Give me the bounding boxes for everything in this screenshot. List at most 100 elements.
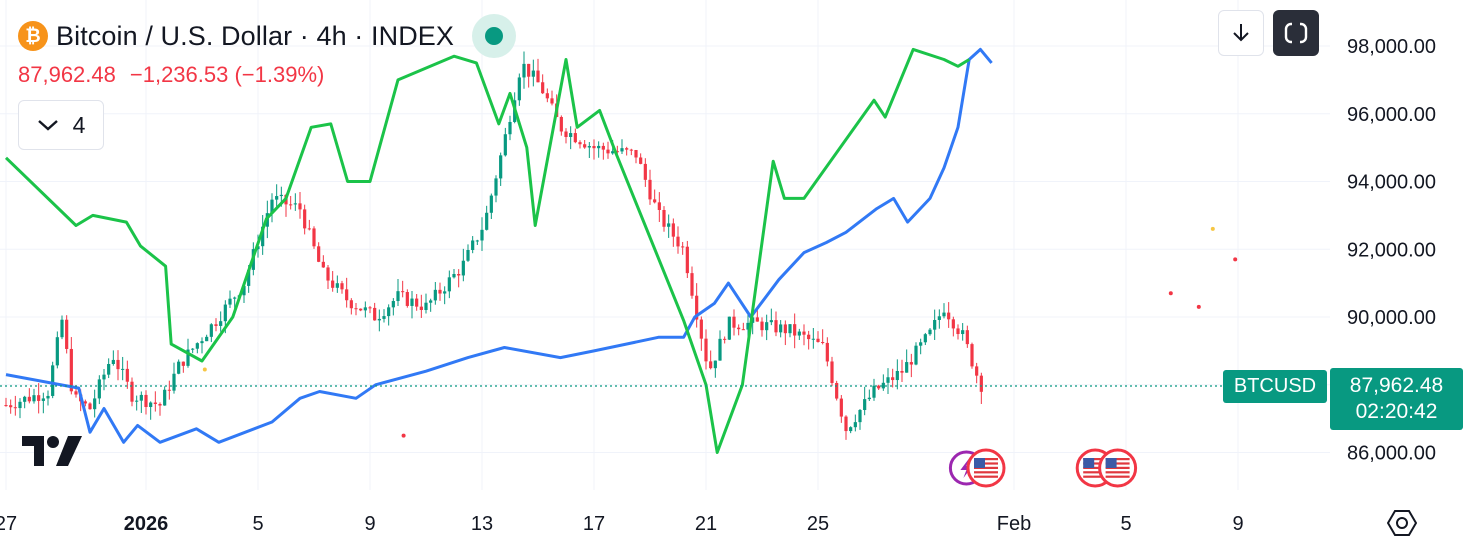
candle-body <box>653 199 657 203</box>
candle-body <box>601 145 605 150</box>
candle-body <box>177 361 181 374</box>
candle-body <box>97 379 101 399</box>
indicators-toggle-button[interactable]: 4 <box>18 100 104 150</box>
settings-hexagon-icon[interactable] <box>1387 508 1417 538</box>
candle-body <box>228 298 232 305</box>
candle-body <box>961 330 965 335</box>
candle-body <box>242 285 246 296</box>
indicator-count: 4 <box>72 111 86 138</box>
candle-body <box>345 289 349 301</box>
candle-body <box>919 342 923 346</box>
candle-body <box>956 328 960 335</box>
candle-body <box>508 121 512 135</box>
candle-body <box>191 348 195 350</box>
blue-overlay-line <box>5 47 993 444</box>
flag-stripe <box>1083 458 1108 461</box>
candle-body <box>569 133 573 137</box>
candle-body <box>200 341 204 344</box>
candle-body <box>153 402 157 405</box>
candle-body <box>387 307 391 317</box>
x-tick-label: 2026 <box>124 513 169 535</box>
candle-body <box>149 402 153 408</box>
candle-body <box>592 146 596 149</box>
candle-body <box>606 149 610 154</box>
candle-body <box>60 319 64 338</box>
y-tick-label: 94,000.00 <box>1347 172 1436 194</box>
candle-body <box>41 398 45 401</box>
candle-body <box>93 398 97 410</box>
candle-body <box>209 324 213 337</box>
last-price-label: 87,962.48 02:20:42 <box>1330 368 1463 430</box>
flag-stripe <box>974 471 998 474</box>
chevron-down-icon <box>37 120 58 131</box>
candle-body <box>181 361 185 366</box>
candle-body <box>835 382 839 399</box>
candle-body <box>517 77 521 101</box>
candle-body <box>886 377 890 383</box>
candle-body <box>88 403 92 410</box>
candle-body <box>438 289 442 294</box>
flag-stripe <box>974 462 998 465</box>
last-price-value: 87,962.48 <box>1349 374 1444 397</box>
candle-body <box>900 371 904 373</box>
tradingview-logo-icon[interactable] <box>22 436 86 468</box>
candle-body <box>480 229 484 241</box>
candle-body <box>867 397 871 400</box>
green-overlay-line <box>4 47 970 454</box>
quote-line: 87,962.48 −1,236.53 (−1.39%) <box>18 62 324 88</box>
candle-body <box>415 298 419 307</box>
candle-body <box>223 304 227 322</box>
candle-body <box>629 149 633 151</box>
candle-body <box>830 361 834 383</box>
candle-body <box>4 405 8 407</box>
flag-canton <box>1083 458 1095 468</box>
candle-body <box>709 361 713 369</box>
candle-body <box>102 374 106 380</box>
candle-body <box>755 317 759 322</box>
candle-body <box>9 405 13 408</box>
candle-body <box>807 334 811 340</box>
candle-body <box>769 320 773 323</box>
candle-body <box>797 331 801 336</box>
candle-body <box>783 324 787 334</box>
candle-body <box>494 178 498 196</box>
candle-body <box>839 398 843 417</box>
candle-body <box>774 320 778 333</box>
candle-body <box>713 360 717 369</box>
flag-stripe <box>1083 475 1108 478</box>
download-button[interactable] <box>1218 10 1264 56</box>
market-status-icon[interactable] <box>472 14 517 58</box>
candle-body <box>545 93 549 99</box>
flag-stripe <box>1105 475 1130 478</box>
candle-body <box>788 324 792 334</box>
candle-body <box>746 322 750 330</box>
candle-body <box>699 319 703 339</box>
candle-body <box>429 300 433 303</box>
candle-body <box>433 289 437 301</box>
candle-body <box>849 427 853 432</box>
candle-body <box>349 300 353 309</box>
candle-body <box>121 368 125 370</box>
candle-body <box>541 82 545 94</box>
symbol-title[interactable]: Bitcoin / U.S. Dollar · 4h · INDEX <box>56 20 455 51</box>
candle-body <box>648 179 652 200</box>
candle-body <box>522 63 526 78</box>
candle-body <box>741 329 745 331</box>
y-tick-label: 90,000.00 <box>1347 307 1436 329</box>
candle-body <box>107 363 111 375</box>
candle-body <box>933 319 937 330</box>
candle-body <box>970 344 974 367</box>
signal-marker-dot <box>1233 257 1238 262</box>
flag-stripe <box>1105 458 1130 461</box>
fullscreen-button[interactable] <box>1273 10 1319 56</box>
candle-body <box>676 236 680 247</box>
candle-body <box>424 302 428 310</box>
candle-body <box>340 283 344 290</box>
candle-body <box>947 312 951 320</box>
x-tick-label: 5 <box>1120 513 1131 535</box>
x-tick-label: 27 <box>0 513 17 535</box>
candle-body <box>214 324 218 326</box>
candle-body <box>942 312 946 317</box>
signal-marker-dot <box>1168 291 1173 296</box>
